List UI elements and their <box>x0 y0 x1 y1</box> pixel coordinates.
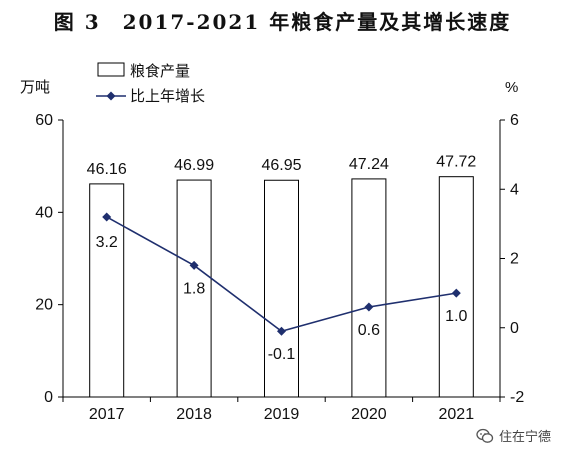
line-point <box>277 326 286 336</box>
legend-line-label: 比上年增长 <box>130 88 205 105</box>
watermark: 住在宁德 <box>476 426 551 445</box>
wechat-icon <box>476 428 494 443</box>
y-right-tick-label: 0 <box>510 320 519 337</box>
y-left-tick-label: 40 <box>35 204 53 221</box>
line-point <box>189 260 199 270</box>
y-left-tick-label: 0 <box>44 389 53 406</box>
bar <box>438 176 474 398</box>
line-point <box>364 302 374 312</box>
chart-title: 图 3 2017-2021 年粮食产量及其增长速度 <box>53 10 512 34</box>
y-left-tick-label: 20 <box>35 297 53 314</box>
line-value-label: 3.2 <box>96 234 118 251</box>
x-tick-label: 2017 <box>89 406 125 423</box>
legend-line-marker <box>106 91 116 101</box>
bar-value-label: 46.16 <box>87 161 127 178</box>
bar-value-label: 46.95 <box>261 157 301 174</box>
bar-value-label: 47.24 <box>349 156 389 173</box>
line-value-label: 1.0 <box>445 308 467 325</box>
x-tick-label: 2020 <box>351 406 387 423</box>
x-tick-label: 2021 <box>439 406 475 423</box>
bar <box>176 179 212 398</box>
line-value-label: 1.8 <box>183 280 205 297</box>
y-left-tick-label: 60 <box>35 112 53 129</box>
x-tick-label: 2018 <box>176 406 212 423</box>
x-tick-label: 2019 <box>264 406 300 423</box>
y-right-tick-label: 2 <box>510 251 519 268</box>
bar <box>351 178 387 398</box>
y-right-tick-label: 4 <box>510 181 519 198</box>
line-point <box>451 288 461 298</box>
bar-value-label: 47.72 <box>436 154 476 171</box>
line-point <box>102 212 112 222</box>
legend-bar-swatch <box>97 62 125 77</box>
line-value-label: -0.1 <box>268 346 296 363</box>
y-left-unit: 万吨 <box>20 79 50 96</box>
legend-bar-label: 粮食产量 <box>130 63 190 80</box>
bar <box>264 179 299 398</box>
y-right-tick-label: 6 <box>510 112 519 129</box>
watermark-text: 住在宁德 <box>498 430 551 445</box>
line-value-label: 0.6 <box>358 322 380 339</box>
y-right-unit: % <box>505 79 518 96</box>
bar <box>89 183 125 398</box>
y-right-tick-label: -2 <box>510 389 524 406</box>
bar-value-label: 46.99 <box>174 157 214 174</box>
